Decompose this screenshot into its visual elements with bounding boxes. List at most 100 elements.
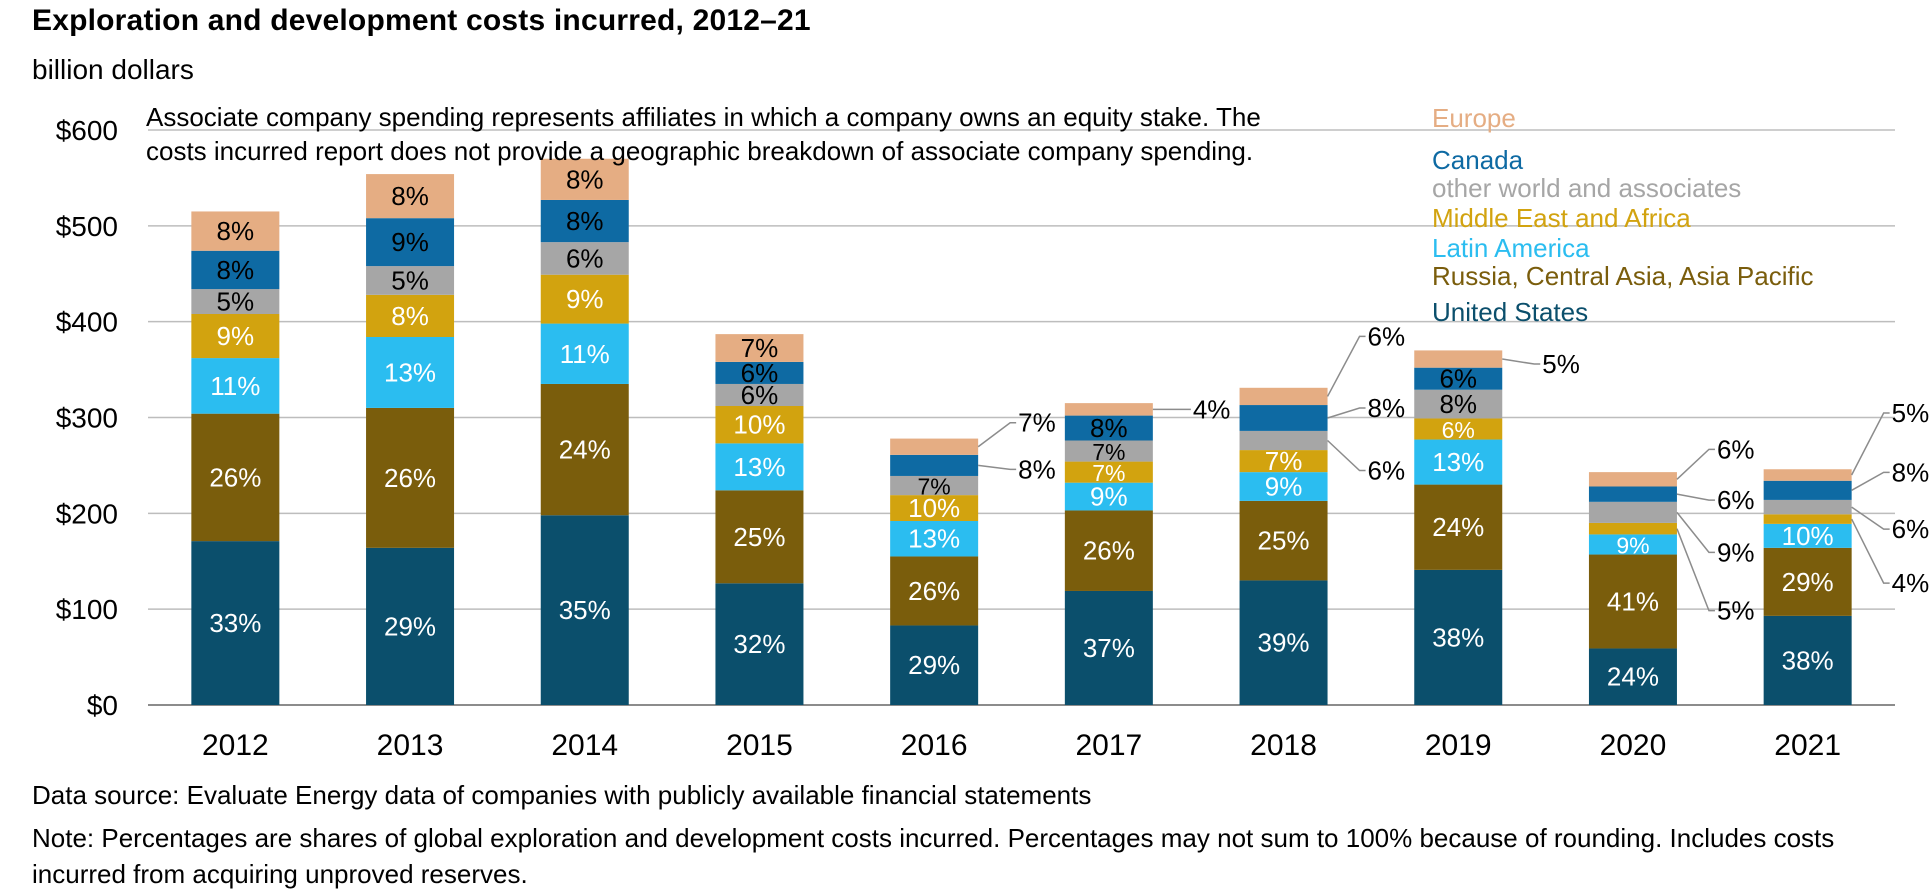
legend-entry: Latin America: [1432, 233, 1590, 263]
callout-leader: [1676, 511, 1715, 554]
segment-label: 37%: [1083, 633, 1135, 663]
chart-title: Exploration and development costs incurr…: [32, 4, 811, 37]
segment-label: 38%: [1782, 645, 1834, 675]
segment-label: 26%: [384, 463, 436, 493]
bar-segment: [366, 266, 455, 295]
bar-segment: [715, 383, 804, 406]
bar-segment: [540, 274, 629, 324]
bar-segment: [890, 495, 979, 521]
bar-segment: [191, 358, 280, 414]
segment-label: 13%: [384, 357, 436, 387]
callout-label: 9%: [1717, 537, 1755, 567]
unit-label: billion dollars: [32, 54, 194, 85]
bar-segment: [1239, 580, 1328, 705]
legend-entry: Russia, Central Asia, Asia Pacific: [1432, 261, 1814, 291]
y-tick-label: $600: [56, 115, 118, 146]
bar-segment: [540, 158, 629, 200]
segment-label: 10%: [908, 493, 960, 523]
bar-segment: [715, 361, 804, 384]
segment-label: 13%: [908, 524, 960, 554]
x-tick-label: 2019: [1425, 729, 1492, 762]
bar-segment: [191, 541, 280, 705]
x-tick-label: 2014: [551, 729, 618, 762]
chart-note: Note: Percentages are shares of global e…: [32, 823, 1835, 889]
callout-label: 8%: [1368, 393, 1406, 423]
x-tick-label: 2016: [901, 729, 968, 762]
bar-segment: [1239, 430, 1328, 451]
legend-entry: other world and associates: [1432, 173, 1741, 203]
callout-label: 7%: [1018, 408, 1056, 438]
bar-segment: [366, 294, 455, 337]
bar-segment: [1064, 510, 1153, 591]
x-tick-label: 2017: [1075, 729, 1142, 762]
bar-segment: [540, 199, 629, 243]
bar-segment: [890, 475, 979, 496]
bar-segment: [715, 490, 804, 584]
bar-segment: [1763, 547, 1852, 616]
segment-label: 29%: [384, 611, 436, 641]
segment-label: 8%: [217, 255, 255, 285]
segment-label: 10%: [733, 410, 785, 440]
bar-segment: [191, 413, 280, 542]
callout-leader: [1326, 335, 1366, 397]
legend-entry: Canada: [1432, 145, 1524, 175]
bar-segment: [1239, 405, 1328, 431]
callout-leader: [1327, 407, 1366, 419]
bar-segment: [1414, 569, 1503, 705]
segment-label: 26%: [1083, 536, 1135, 566]
segment-label: 9%: [1616, 532, 1649, 558]
segment-label: 24%: [1432, 512, 1484, 542]
segment-label: 33%: [209, 608, 261, 638]
segment-label: 8%: [566, 164, 604, 194]
callout-leader: [978, 464, 1017, 471]
segment-label: 8%: [217, 216, 255, 246]
segment-label: 8%: [1090, 413, 1128, 443]
segment-label: 32%: [733, 629, 785, 659]
callout-label: 6%: [1717, 485, 1755, 515]
segment-label: 25%: [733, 522, 785, 552]
bar-segment: [1763, 480, 1852, 500]
segment-label: 13%: [733, 452, 785, 482]
y-tick-label: $200: [56, 498, 118, 529]
x-tick-label: 2021: [1774, 729, 1841, 762]
callout-leader: [1851, 471, 1890, 491]
segment-label: 11%: [210, 371, 260, 401]
x-tick-label: 2013: [377, 729, 444, 762]
segment-label: 29%: [1782, 567, 1834, 597]
bar-segment: [366, 218, 455, 267]
callout-leader: [1850, 518, 1890, 584]
callout-leader: [1502, 358, 1541, 365]
x-axis: 2012 2013 2014 2015 2016 2017 2018 2019 2020 2021: [202, 729, 1841, 762]
bar-segment: [1239, 472, 1328, 501]
callout-label: 6%: [1892, 514, 1930, 544]
callout-leader: [1676, 448, 1715, 480]
x-tick-label: 2018: [1250, 729, 1317, 762]
y-tick-label: $0: [87, 690, 118, 721]
bar-segment: [715, 443, 804, 491]
bar-segment: [890, 521, 979, 557]
bar-segment: [540, 242, 629, 275]
callout-leader: [977, 421, 1017, 448]
bar-segment: [191, 250, 280, 290]
bar-segment: [1064, 590, 1153, 705]
bars: [191, 158, 1852, 705]
bar-segment: [540, 323, 629, 384]
legend-entry: United States: [1432, 297, 1588, 327]
callout-label: 6%: [1368, 321, 1406, 351]
callout-label: 8%: [1018, 454, 1056, 484]
bar-segment: [1064, 403, 1153, 416]
callout-label: 8%: [1892, 457, 1930, 487]
segment-label: 9%: [391, 227, 429, 257]
segment-label: 35%: [559, 595, 611, 625]
segment-label: 6%: [566, 243, 604, 273]
callout-label: 6%: [1368, 456, 1406, 486]
stacked-bar-chart: 33%26%11%9%5%8%8%29%26%13%8%5%9%8%35%24%…: [56, 102, 1930, 762]
bar-segment: [366, 337, 455, 408]
segment-label: 26%: [209, 462, 261, 492]
bar-segment: [1239, 387, 1328, 406]
bar-segment: [1414, 439, 1503, 485]
segment-label: 26%: [908, 576, 960, 606]
callout-label: 4%: [1193, 394, 1231, 424]
x-tick-label: 2020: [1600, 729, 1667, 762]
